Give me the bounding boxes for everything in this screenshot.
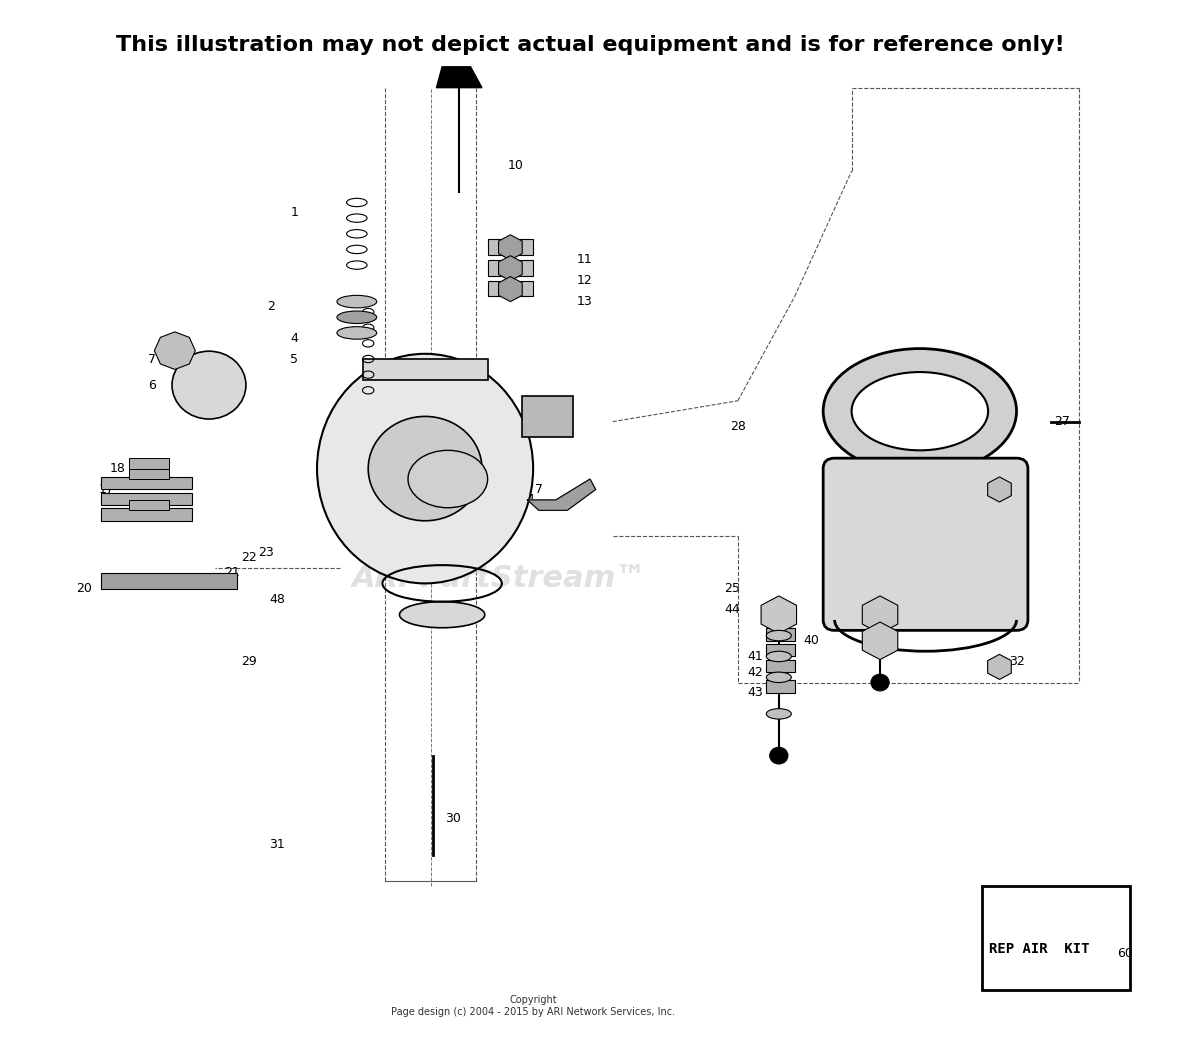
Ellipse shape bbox=[766, 672, 792, 683]
Text: ARI PartStream™: ARI PartStream™ bbox=[352, 564, 647, 592]
Text: 16: 16 bbox=[553, 416, 570, 428]
Bar bbox=[130, 459, 169, 468]
Bar bbox=[101, 573, 237, 589]
Text: 33: 33 bbox=[1009, 504, 1024, 517]
Text: 48: 48 bbox=[269, 592, 286, 606]
Polygon shape bbox=[527, 479, 596, 510]
Text: 12: 12 bbox=[577, 275, 592, 287]
Ellipse shape bbox=[400, 602, 485, 628]
Ellipse shape bbox=[317, 353, 533, 584]
Text: 32: 32 bbox=[1009, 655, 1024, 668]
FancyBboxPatch shape bbox=[824, 459, 1028, 630]
Text: 43: 43 bbox=[747, 687, 762, 700]
Text: 20: 20 bbox=[76, 582, 92, 595]
Text: 30: 30 bbox=[446, 812, 461, 825]
Bar bbox=[766, 644, 795, 656]
Text: 10: 10 bbox=[509, 160, 524, 173]
Text: 27: 27 bbox=[1054, 416, 1070, 428]
Bar bbox=[101, 492, 192, 505]
Text: 23: 23 bbox=[258, 546, 274, 559]
Ellipse shape bbox=[368, 417, 481, 521]
Bar bbox=[983, 886, 1130, 990]
Circle shape bbox=[871, 674, 890, 691]
Bar bbox=[766, 607, 795, 620]
Bar bbox=[487, 260, 533, 276]
Text: 17: 17 bbox=[99, 483, 114, 495]
Bar bbox=[362, 359, 487, 380]
Text: 11: 11 bbox=[577, 254, 592, 266]
Ellipse shape bbox=[337, 311, 376, 324]
Text: 4: 4 bbox=[290, 331, 299, 345]
Text: 29: 29 bbox=[241, 655, 256, 668]
Text: 25: 25 bbox=[725, 582, 740, 595]
Ellipse shape bbox=[852, 372, 988, 450]
Text: 7: 7 bbox=[149, 352, 156, 365]
Ellipse shape bbox=[824, 348, 1016, 473]
Ellipse shape bbox=[337, 327, 376, 339]
Text: 60: 60 bbox=[1116, 948, 1133, 960]
Text: 18: 18 bbox=[110, 462, 126, 476]
Text: 40: 40 bbox=[860, 592, 877, 606]
Text: 14: 14 bbox=[519, 493, 536, 506]
Text: 42: 42 bbox=[747, 666, 762, 679]
Text: 2: 2 bbox=[268, 300, 275, 313]
Text: 5: 5 bbox=[290, 352, 299, 365]
Text: 31: 31 bbox=[269, 837, 286, 851]
Ellipse shape bbox=[766, 630, 792, 641]
Bar bbox=[487, 281, 533, 297]
Bar bbox=[487, 239, 533, 255]
Bar bbox=[766, 628, 795, 641]
Ellipse shape bbox=[337, 296, 376, 308]
Text: 32: 32 bbox=[1009, 483, 1024, 495]
Ellipse shape bbox=[408, 450, 487, 508]
Text: 40: 40 bbox=[804, 634, 820, 647]
Text: 41: 41 bbox=[747, 650, 762, 663]
Ellipse shape bbox=[766, 651, 792, 662]
Text: 22: 22 bbox=[241, 551, 256, 564]
Bar bbox=[766, 660, 795, 672]
Text: 1: 1 bbox=[290, 206, 299, 220]
Text: 28: 28 bbox=[730, 421, 746, 433]
Ellipse shape bbox=[172, 351, 245, 419]
Text: 21: 21 bbox=[224, 566, 240, 580]
Text: 44: 44 bbox=[725, 603, 740, 616]
Bar bbox=[101, 477, 192, 489]
Bar bbox=[766, 681, 795, 693]
Text: Copyright
Page design (c) 2004 - 2015 by ARI Network Services, Inc.: Copyright Page design (c) 2004 - 2015 by… bbox=[391, 995, 675, 1016]
Ellipse shape bbox=[766, 709, 792, 720]
Text: 44: 44 bbox=[844, 603, 859, 616]
Circle shape bbox=[769, 747, 788, 764]
Text: 7: 7 bbox=[535, 483, 543, 495]
Text: 15: 15 bbox=[354, 326, 371, 340]
Bar bbox=[130, 468, 169, 479]
Polygon shape bbox=[437, 66, 481, 87]
Bar bbox=[522, 396, 573, 438]
Bar bbox=[101, 508, 192, 521]
Text: 47: 47 bbox=[162, 509, 177, 522]
Text: This illustration may not depict actual equipment and is for reference only!: This illustration may not depict actual … bbox=[116, 36, 1064, 56]
Bar bbox=[130, 500, 169, 510]
Text: 6: 6 bbox=[149, 379, 156, 391]
Text: REP AIR  KIT: REP AIR KIT bbox=[989, 942, 1089, 955]
Text: 13: 13 bbox=[577, 296, 592, 308]
